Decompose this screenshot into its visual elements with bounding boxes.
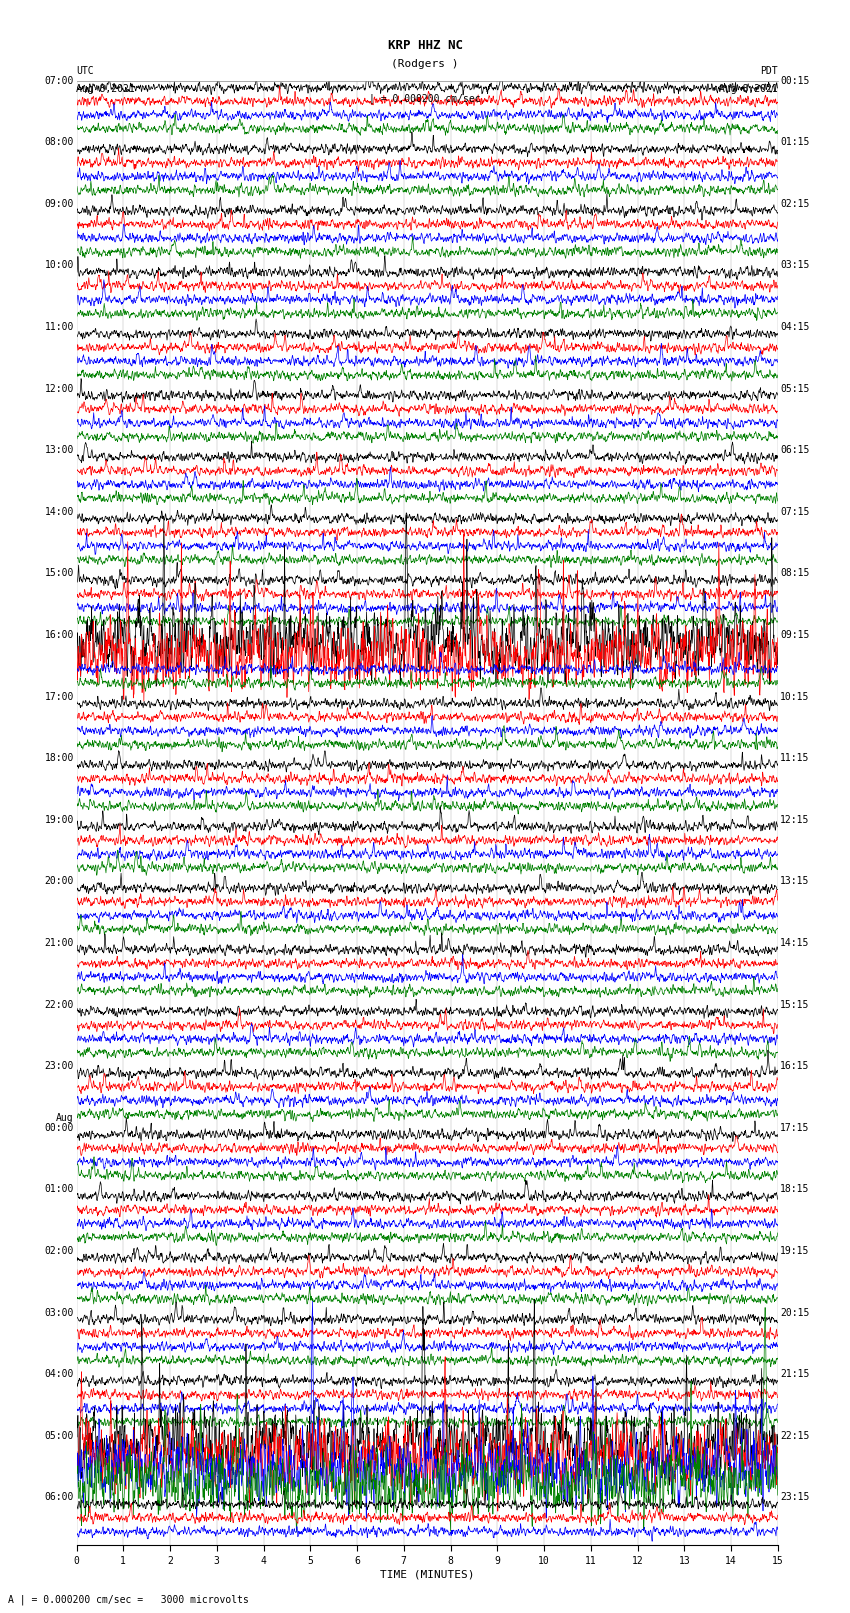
Text: 18:15: 18:15 xyxy=(780,1184,810,1194)
Text: 09:00: 09:00 xyxy=(44,198,74,208)
Text: 09:15: 09:15 xyxy=(780,631,810,640)
Text: Aug 8,2021: Aug 8,2021 xyxy=(719,84,778,94)
Text: 08:00: 08:00 xyxy=(44,137,74,147)
Text: Aug: Aug xyxy=(56,1113,74,1123)
Text: 14:00: 14:00 xyxy=(44,506,74,516)
Text: A | = 0.000200 cm/sec =   3000 microvolts: A | = 0.000200 cm/sec = 3000 microvolts xyxy=(8,1594,249,1605)
Text: 00:00: 00:00 xyxy=(44,1123,74,1132)
Text: 04:00: 04:00 xyxy=(44,1369,74,1379)
Text: 11:15: 11:15 xyxy=(780,753,810,763)
Text: 14:15: 14:15 xyxy=(780,939,810,948)
Text: 18:00: 18:00 xyxy=(44,753,74,763)
Text: 11:00: 11:00 xyxy=(44,323,74,332)
Text: 06:15: 06:15 xyxy=(780,445,810,455)
Text: 22:15: 22:15 xyxy=(780,1431,810,1440)
Text: 15:00: 15:00 xyxy=(44,568,74,579)
Text: 13:00: 13:00 xyxy=(44,445,74,455)
Text: 12:00: 12:00 xyxy=(44,384,74,394)
Text: 12:15: 12:15 xyxy=(780,815,810,824)
Text: 10:00: 10:00 xyxy=(44,260,74,271)
Text: 13:15: 13:15 xyxy=(780,876,810,887)
Text: 05:15: 05:15 xyxy=(780,384,810,394)
Text: 02:00: 02:00 xyxy=(44,1245,74,1257)
Text: (Rodgers ): (Rodgers ) xyxy=(391,60,459,69)
Text: Aug 8,2021: Aug 8,2021 xyxy=(76,84,135,94)
X-axis label: TIME (MINUTES): TIME (MINUTES) xyxy=(380,1569,474,1579)
Text: 00:15: 00:15 xyxy=(780,76,810,85)
Text: 03:15: 03:15 xyxy=(780,260,810,271)
Text: 01:15: 01:15 xyxy=(780,137,810,147)
Text: 20:00: 20:00 xyxy=(44,876,74,887)
Text: 17:00: 17:00 xyxy=(44,692,74,702)
Text: UTC: UTC xyxy=(76,66,94,76)
Text: 04:15: 04:15 xyxy=(780,323,810,332)
Text: 08:15: 08:15 xyxy=(780,568,810,579)
Text: 23:00: 23:00 xyxy=(44,1061,74,1071)
Text: 21:15: 21:15 xyxy=(780,1369,810,1379)
Text: 20:15: 20:15 xyxy=(780,1308,810,1318)
Text: 22:00: 22:00 xyxy=(44,1000,74,1010)
Text: 15:15: 15:15 xyxy=(780,1000,810,1010)
Text: 19:00: 19:00 xyxy=(44,815,74,824)
Text: 07:15: 07:15 xyxy=(780,506,810,516)
Text: 06:00: 06:00 xyxy=(44,1492,74,1502)
Text: 05:00: 05:00 xyxy=(44,1431,74,1440)
Text: 21:00: 21:00 xyxy=(44,939,74,948)
Text: | = 0.000200 cm/sec: | = 0.000200 cm/sec xyxy=(369,94,481,105)
Text: 03:00: 03:00 xyxy=(44,1308,74,1318)
Text: KRP HHZ NC: KRP HHZ NC xyxy=(388,39,462,52)
Text: 02:15: 02:15 xyxy=(780,198,810,208)
Text: 07:00: 07:00 xyxy=(44,76,74,85)
Text: 23:15: 23:15 xyxy=(780,1492,810,1502)
Text: 10:15: 10:15 xyxy=(780,692,810,702)
Text: 16:15: 16:15 xyxy=(780,1061,810,1071)
Text: 19:15: 19:15 xyxy=(780,1245,810,1257)
Text: 17:15: 17:15 xyxy=(780,1123,810,1132)
Text: PDT: PDT xyxy=(760,66,778,76)
Text: 01:00: 01:00 xyxy=(44,1184,74,1194)
Text: 16:00: 16:00 xyxy=(44,631,74,640)
